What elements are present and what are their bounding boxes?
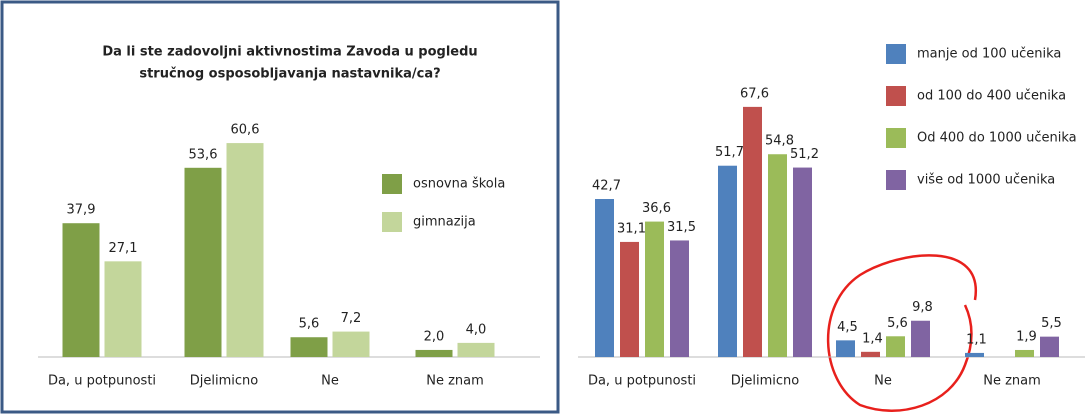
bar (836, 340, 855, 357)
x-tick-label: Ne (874, 374, 892, 389)
value-label: 5,6 (299, 317, 320, 332)
bar (415, 349, 453, 357)
bar (104, 261, 142, 357)
legend-swatch (382, 212, 402, 232)
x-tick-label: Ne znam (426, 374, 484, 389)
bar (1015, 349, 1034, 357)
bar (290, 337, 328, 357)
legend-label: od 100 do 400 učenika (917, 89, 1066, 104)
value-label: 53,6 (189, 147, 218, 162)
chart-title: Da li ste zadovoljni aktivnostima Zavoda… (102, 45, 477, 60)
highlight-circle (826, 254, 977, 412)
value-label: 60,6 (231, 123, 260, 138)
legend-label: više od 1000 učenika (917, 173, 1055, 188)
value-label: 7,2 (341, 311, 362, 326)
value-label: 67,6 (740, 86, 769, 101)
bar (620, 241, 639, 357)
value-label: 31,1 (617, 221, 646, 236)
x-tick-label: Djelimicno (731, 374, 800, 389)
value-label: 5,6 (887, 316, 908, 331)
value-label: 4,0 (466, 322, 487, 337)
legend-label: gimnazija (413, 215, 476, 230)
legend-swatch (886, 128, 906, 148)
bar (793, 167, 812, 357)
legend-label: manje od 100 učenika (917, 47, 1061, 62)
value-label: 1,4 (862, 331, 883, 346)
value-label: 5,5 (1041, 316, 1062, 331)
bar (965, 352, 984, 357)
bar (718, 165, 737, 357)
value-label: 54,8 (765, 134, 794, 149)
value-label: 4,5 (837, 320, 858, 335)
value-label: 36,6 (642, 201, 671, 216)
x-tick-label: Ne (321, 374, 339, 389)
bar (332, 331, 370, 357)
bar (743, 106, 762, 357)
bar (886, 336, 905, 357)
legend-swatch (886, 44, 906, 64)
bar (457, 342, 495, 357)
value-label: 1,1 (966, 332, 987, 347)
value-label: 31,5 (667, 220, 696, 235)
value-label: 1,9 (1016, 329, 1037, 344)
chart-title: stručnog osposobljavanja nastavnika/ca? (139, 67, 440, 82)
value-label: 27,1 (109, 241, 138, 256)
bar (62, 223, 100, 357)
bar (861, 351, 880, 357)
bar (645, 221, 664, 357)
bar (184, 167, 222, 357)
value-label: 51,2 (790, 147, 819, 162)
x-tick-label: Da, u potpunosti (588, 374, 696, 389)
x-tick-label: Djelimicno (190, 374, 259, 389)
legend-swatch (382, 174, 402, 194)
bar (768, 154, 787, 357)
value-label: 42,7 (592, 179, 621, 194)
value-label: 2,0 (424, 329, 445, 344)
bar (1040, 336, 1059, 357)
value-label: 51,7 (715, 145, 744, 160)
bar (670, 240, 689, 357)
bar (911, 320, 930, 357)
legend-swatch (886, 86, 906, 106)
legend-label: Od 400 do 1000 učenika (917, 131, 1077, 146)
legend-label: osnovna škola (413, 177, 505, 192)
bar (595, 199, 614, 357)
value-label: 9,8 (912, 300, 933, 315)
x-tick-label: Da, u potpunosti (48, 374, 156, 389)
bar (226, 143, 264, 357)
legend-swatch (886, 170, 906, 190)
value-label: 37,9 (67, 203, 96, 218)
x-tick-label: Ne znam (983, 374, 1041, 389)
